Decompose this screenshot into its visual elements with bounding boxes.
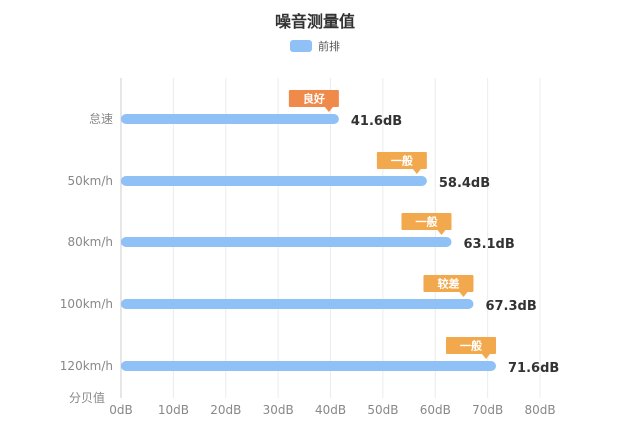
legend[interactable]: 前排 <box>0 38 630 54</box>
annotation-text: 良好 <box>303 92 325 106</box>
bar <box>121 299 474 309</box>
category-label: 怠速 <box>89 112 113 126</box>
bar <box>121 176 427 186</box>
x-tick-label: 20dB <box>210 403 241 417</box>
annotation-text: 较差 <box>437 277 459 291</box>
x-tick-label: 50dB <box>367 403 398 417</box>
value-label: 58.4dB <box>439 176 490 191</box>
value-label: 63.1dB <box>463 237 514 252</box>
category-label: 50km/h <box>67 174 113 188</box>
y-axis-label: 分贝值 <box>69 390 105 405</box>
chart-title: 噪音测量值 <box>274 12 355 31</box>
bar <box>121 114 339 124</box>
annotation-text: 一般 <box>415 215 437 229</box>
x-tick-label: 30dB <box>263 403 294 417</box>
category-label: 80km/h <box>67 235 113 249</box>
value-label: 71.6dB <box>508 361 559 376</box>
bar <box>121 361 497 371</box>
value-label: 41.6dB <box>351 114 402 129</box>
category-label: 120km/h <box>60 359 113 373</box>
annotation-pointer <box>324 107 333 112</box>
annotation-text: 一般 <box>391 154 413 168</box>
x-tick-label: 10dB <box>158 403 189 417</box>
annotation-badge <box>288 90 339 107</box>
value-label: 67.3dB <box>485 299 536 314</box>
annotation-badge <box>423 275 474 292</box>
x-tick-label: 70dB <box>472 403 503 417</box>
annotation-badge <box>376 152 427 169</box>
annotation-text: 一般 <box>460 339 482 353</box>
category-label: 100km/h <box>60 297 113 311</box>
annotation-pointer <box>482 354 491 359</box>
x-tick-label: 80dB <box>524 403 555 417</box>
x-tick-label: 60dB <box>420 403 451 417</box>
bar <box>121 237 452 247</box>
x-tick-label: 0dB <box>109 403 132 417</box>
annotation-pointer <box>459 292 468 297</box>
annotation-badge <box>401 213 452 230</box>
annotation-pointer <box>412 169 421 174</box>
x-tick-label: 40dB <box>315 403 346 417</box>
annotation-badge <box>446 337 497 354</box>
annotation-pointer <box>437 230 446 235</box>
legend-label: 前排 <box>318 40 340 53</box>
legend-swatch <box>290 40 312 52</box>
